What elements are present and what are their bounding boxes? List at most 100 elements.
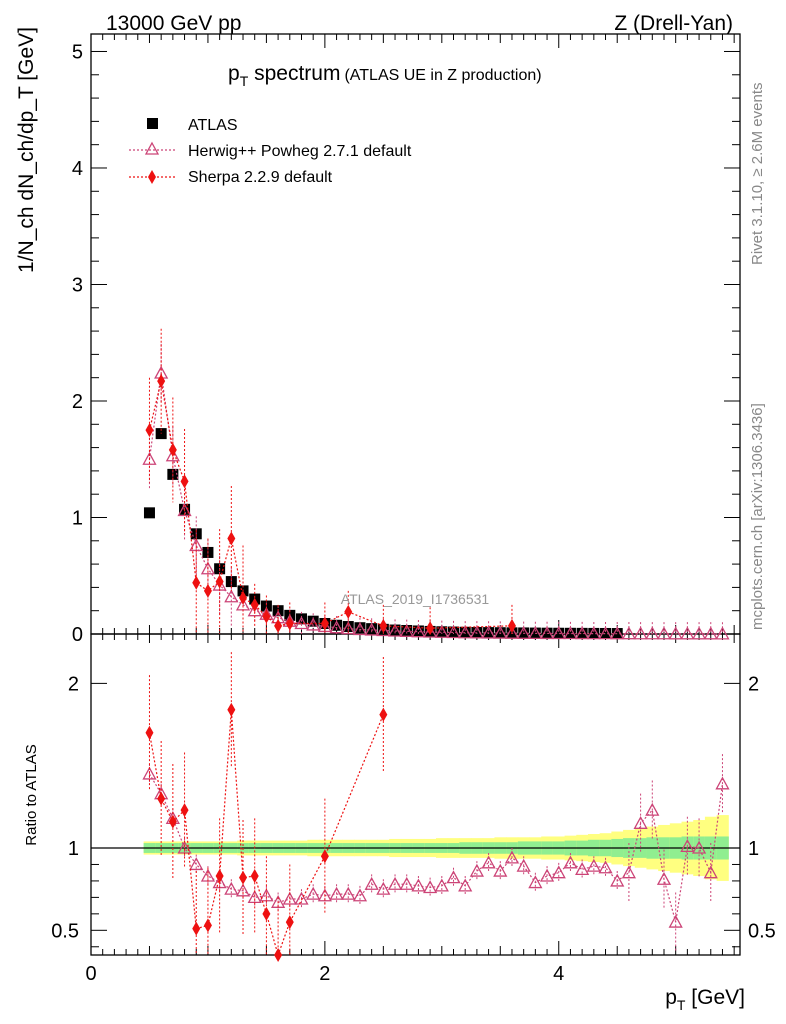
x-axis-label: pT [GeV] [665, 986, 745, 1013]
ratio-point [192, 921, 201, 936]
main-panel-data [142, 328, 730, 640]
main-ylabel: 1/N_ch dN_ch/dp_T [GeV] [15, 27, 38, 273]
ratio-point [224, 881, 239, 895]
ratio-point [142, 766, 157, 780]
data-point [469, 625, 484, 639]
ratio-point [294, 891, 309, 905]
data-point [564, 627, 576, 639]
data-point [598, 626, 613, 640]
ratio-point [551, 865, 566, 879]
ratio-point [680, 838, 695, 853]
ratio-point [458, 878, 473, 892]
ratio-point [539, 868, 555, 882]
ratio-point [469, 863, 484, 877]
x-tick-label: 4 [553, 963, 564, 985]
data-point [366, 623, 378, 635]
ratio-point [715, 776, 730, 790]
ratio-point [563, 855, 578, 869]
data-point [645, 626, 660, 640]
y-tick-label: 3 [72, 274, 83, 296]
data-point [551, 626, 566, 640]
data-point [142, 451, 157, 465]
data-point [434, 624, 449, 638]
ratio-point [575, 862, 590, 876]
data-point [611, 628, 623, 640]
legend: ATLAS Herwig++ Powheg 2.7.1 default Sher… [129, 117, 412, 186]
data-point [411, 624, 426, 638]
ratio-point [180, 803, 189, 818]
ratio-point [379, 707, 388, 722]
data-point [504, 625, 520, 639]
legend-marker-atlas [147, 118, 158, 129]
ratio-point [145, 725, 154, 740]
data-point [691, 626, 707, 640]
x-axis-label-main: p [665, 986, 677, 1009]
ratio-point [528, 875, 543, 889]
chart-title-note: (ATLAS UE in Z production) [344, 67, 541, 84]
data-point [307, 615, 319, 627]
data-point [145, 423, 154, 438]
y-tick-label-right: 2 [748, 673, 759, 695]
ratio-ylabel: Ratio to ATLAS [23, 744, 40, 845]
data-point [481, 625, 496, 639]
data-point [399, 623, 414, 637]
y-tick-label: 2 [72, 391, 83, 413]
ratio-point [446, 870, 461, 884]
ratio-point [691, 840, 707, 854]
ratio-series-line [148, 773, 724, 923]
ratio-point [376, 881, 391, 895]
data-point [250, 597, 259, 612]
data-point [516, 625, 531, 639]
data-point [448, 626, 460, 638]
source-label: mcplots.cern.ch [arXiv:1306.3436] [749, 403, 766, 630]
ratio-point [504, 850, 520, 864]
ratio-point [285, 915, 294, 930]
data-point [203, 583, 212, 598]
data-point [656, 626, 672, 640]
series-line [148, 381, 512, 629]
data-point [352, 622, 368, 636]
data-point [412, 625, 424, 637]
data-point [344, 604, 353, 619]
legend-label-atlas: ATLAS [188, 117, 238, 134]
series-line [148, 372, 723, 635]
ratio-point [189, 857, 204, 871]
ratio-point [215, 868, 224, 883]
ratio-point [598, 860, 613, 874]
ratio-point [329, 886, 344, 900]
energy-label: 13000 GeV pp [106, 12, 241, 35]
data-point [715, 626, 730, 640]
analysis-id: ATLAS_2019_I1736531 [341, 591, 490, 607]
data-point [539, 626, 555, 640]
data-point [376, 623, 391, 637]
ratio-point [516, 858, 531, 872]
data-point [703, 626, 718, 640]
y-tick-label: 1 [68, 838, 79, 860]
data-point [341, 621, 356, 635]
data-point [553, 627, 565, 639]
legend-label-herwig: Herwig++ Powheg 2.7.1 default [188, 143, 412, 160]
process-label: Z (Drell-Yan) [614, 12, 733, 35]
ratio-panel-data [142, 652, 730, 962]
ratio-point [493, 863, 508, 877]
data-point [423, 624, 438, 638]
ratio-point [411, 878, 426, 892]
data-point [389, 624, 401, 636]
y-tick-label-right: 0.5 [748, 920, 776, 942]
data-point [458, 625, 473, 639]
chart-title: pT spectrum (ATLAS UE in Z production) [228, 62, 542, 89]
data-point [260, 600, 272, 612]
data-point [436, 626, 448, 638]
data-point [285, 616, 294, 631]
rivet-label: Rivet 3.1.10, ≥ 2.6M events [749, 83, 766, 266]
ratio-point [586, 858, 601, 872]
data-point [143, 507, 155, 519]
data-point [177, 503, 192, 517]
data-point [588, 627, 600, 639]
data-point [306, 617, 321, 631]
ratio-point [168, 814, 177, 829]
data-point [157, 374, 166, 389]
ratio-point [423, 880, 438, 894]
ratio-point [341, 886, 356, 900]
